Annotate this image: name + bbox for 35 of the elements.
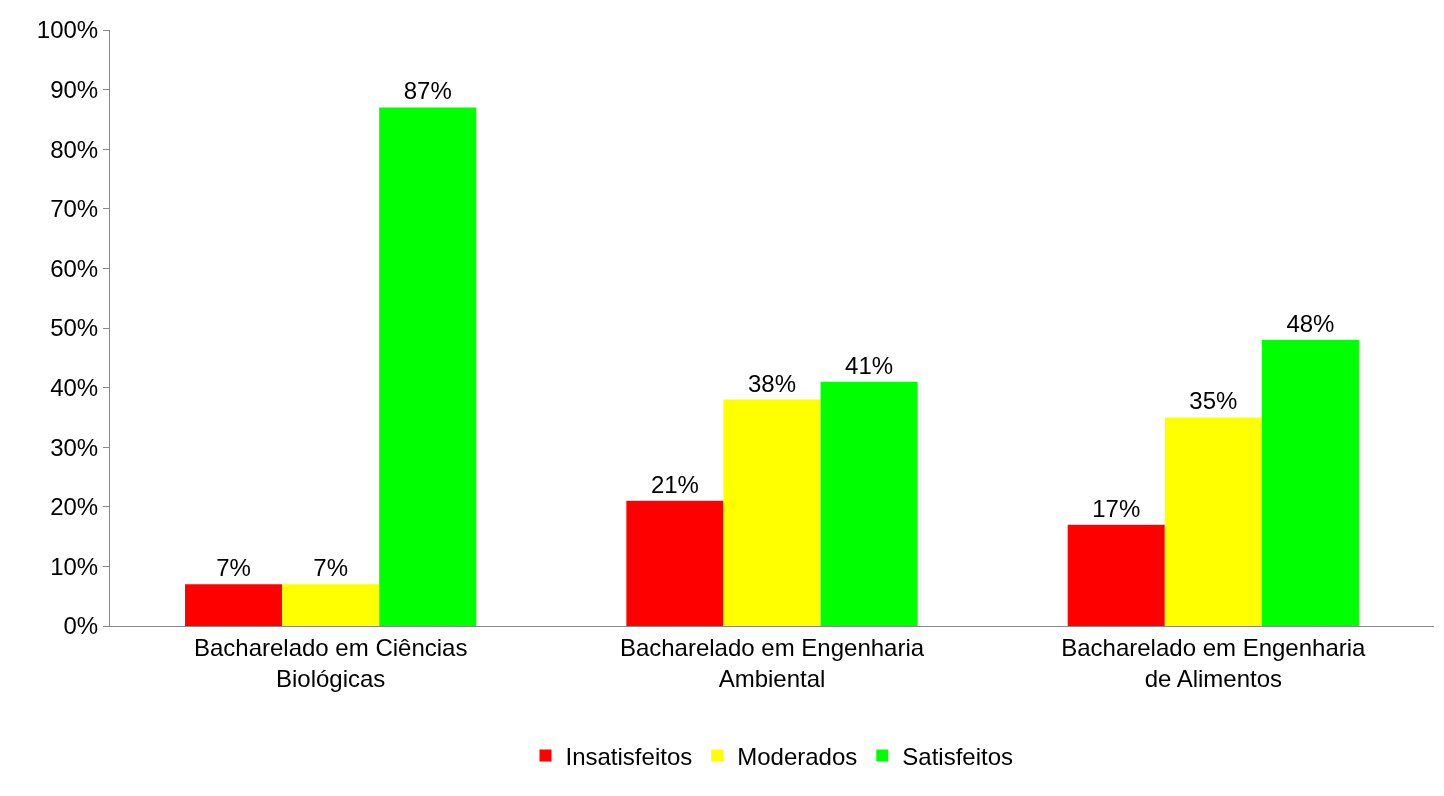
y-tick-label: 20%	[50, 493, 99, 521]
bar	[1164, 417, 1262, 626]
y-tick-label: 80%	[50, 135, 99, 163]
legend-label: Insatisfeitos	[565, 742, 693, 770]
x-tick-label: Bacharelado em Ciências Biológicas	[193, 633, 468, 692]
bar	[379, 107, 477, 626]
y-tick-label: 60%	[50, 254, 99, 282]
bar	[1067, 524, 1165, 626]
x-tick-label: Bacharelado em Engenharia Ambiental	[619, 633, 925, 692]
data-label: 41%	[845, 351, 894, 379]
bar	[282, 584, 380, 626]
x-tick-label: Bacharelado em Engenharia de Alimentos	[1061, 633, 1367, 692]
y-tick-label: 40%	[50, 374, 99, 401]
y-tick-label: 10%	[50, 552, 99, 580]
data-label: 48%	[1286, 309, 1335, 337]
y-tick-label: 30%	[50, 433, 99, 461]
bar	[1261, 339, 1359, 626]
legend-label: Moderados	[737, 742, 858, 770]
bar	[820, 381, 918, 626]
data-label: 17%	[1092, 494, 1141, 522]
bar	[626, 500, 724, 626]
data-label: 87%	[403, 77, 452, 105]
y-tick-label: 50%	[50, 314, 99, 342]
y-tick-label: 0%	[63, 612, 99, 640]
data-label: 38%	[747, 369, 797, 397]
bar	[185, 584, 283, 626]
y-tick-label: 90%	[50, 76, 99, 103]
legend-label: Satisfeitos	[902, 742, 1014, 770]
bar	[723, 399, 821, 626]
data-label: 35%	[1189, 387, 1238, 415]
y-tick-label: 100%	[36, 16, 99, 44]
data-label: 21%	[650, 470, 699, 498]
data-label: 7%	[313, 554, 349, 582]
y-tick-label: 70%	[50, 195, 99, 223]
data-label: 7%	[216, 554, 251, 582]
